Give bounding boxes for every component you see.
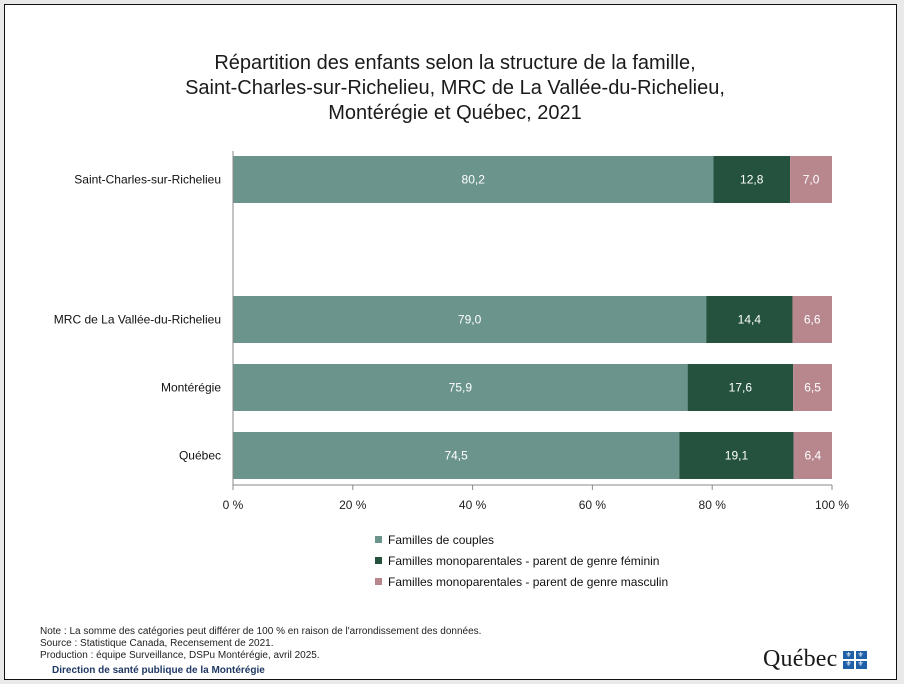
data-label-2-0: 75,9: [449, 381, 473, 395]
quebec-logo: Québec ⚜ ⚜ ⚜ ⚜: [763, 646, 867, 673]
data-label-0-2: 7,0: [803, 173, 820, 187]
category-label-2: Montérégie: [161, 381, 221, 395]
legend-item-mono-masculin: Familles monoparentales - parent de genr…: [375, 571, 668, 592]
x-tick-label-4: 80 %: [699, 498, 727, 512]
data-label-1-0: 79,0: [458, 313, 482, 327]
legend-swatch-mono-masculin: [375, 578, 382, 585]
bar-segment-1-1: [706, 296, 793, 343]
legend-swatch-couples: [375, 536, 382, 543]
bar-segment-2-1: [687, 364, 794, 411]
production-text: Production : équipe Surveillance, DSPu M…: [40, 650, 320, 661]
bar-segment-3-2: [793, 432, 832, 479]
data-label-2-2: 6,5: [804, 381, 821, 395]
x-tick-label-1: 20 %: [339, 498, 367, 512]
chart-title: Répartition des enfants selon la structu…: [65, 51, 845, 126]
legend-swatch-mono-feminin: [375, 557, 382, 564]
bar-segment-3-1: [679, 432, 794, 479]
category-label-1: MRC de La Vallée-du-Richelieu: [54, 313, 221, 327]
x-tick-label-3: 60 %: [579, 498, 607, 512]
bar-segment-2-2: [793, 364, 832, 411]
legend-label-mono-masculin: Familles monoparentales - parent de genr…: [388, 574, 669, 589]
bar-segment-3-0: [233, 432, 680, 479]
data-label-1-1: 14,4: [738, 313, 762, 327]
bar-segment-2-0: [233, 364, 688, 411]
footer-notes: Note : La somme des catégories peut diff…: [40, 626, 481, 662]
title-line-1: Répartition des enfants selon la structu…: [214, 52, 696, 74]
legend-label-mono-feminin: Familles monoparentales - parent de genr…: [388, 553, 660, 568]
fleurdelise-flag-icon: ⚜ ⚜ ⚜ ⚜: [842, 650, 867, 669]
bar-segment-0-1: [713, 156, 791, 203]
note-text: Note : La somme des catégories peut diff…: [40, 626, 482, 637]
source-text: Source : Statistique Canada, Recensement…: [40, 638, 274, 649]
title-line-2: Saint-Charles-sur-Richelieu, MRC de La V…: [185, 77, 725, 99]
x-tick-label-2: 40 %: [459, 498, 487, 512]
data-label-3-2: 6,4: [804, 449, 821, 463]
bar-segment-1-2: [792, 296, 832, 343]
data-label-0-1: 12,8: [740, 173, 764, 187]
title-line-3: Montérégie et Québec, 2021: [328, 102, 582, 124]
data-label-3-0: 74,5: [444, 449, 468, 463]
legend-label-couples: Familles de couples: [388, 532, 495, 547]
legend-item-couples: Familles de couples: [375, 529, 668, 550]
x-tick-label-5: 100 %: [815, 498, 849, 512]
category-label-3: Québec: [179, 449, 221, 463]
bar-segment-0-2: [790, 156, 832, 203]
bar-segment-0-0: [233, 156, 714, 203]
legend: Familles de couples Familles monoparenta…: [375, 529, 668, 592]
legend-item-mono-feminin: Familles monoparentales - parent de genr…: [375, 550, 668, 571]
logo-wordmark: Québec: [763, 646, 838, 672]
organization-text: Direction de santé publique de la Montér…: [52, 665, 265, 676]
data-label-1-2: 6,6: [804, 313, 821, 327]
data-label-2-1: 17,6: [729, 381, 753, 395]
data-label-0-0: 80,2: [462, 173, 486, 187]
x-tick-label-0: 0 %: [223, 498, 244, 512]
data-label-3-1: 19,1: [725, 449, 749, 463]
category-label-0: Saint-Charles-sur-Richelieu: [74, 173, 221, 187]
bar-segment-1-0: [233, 296, 707, 343]
